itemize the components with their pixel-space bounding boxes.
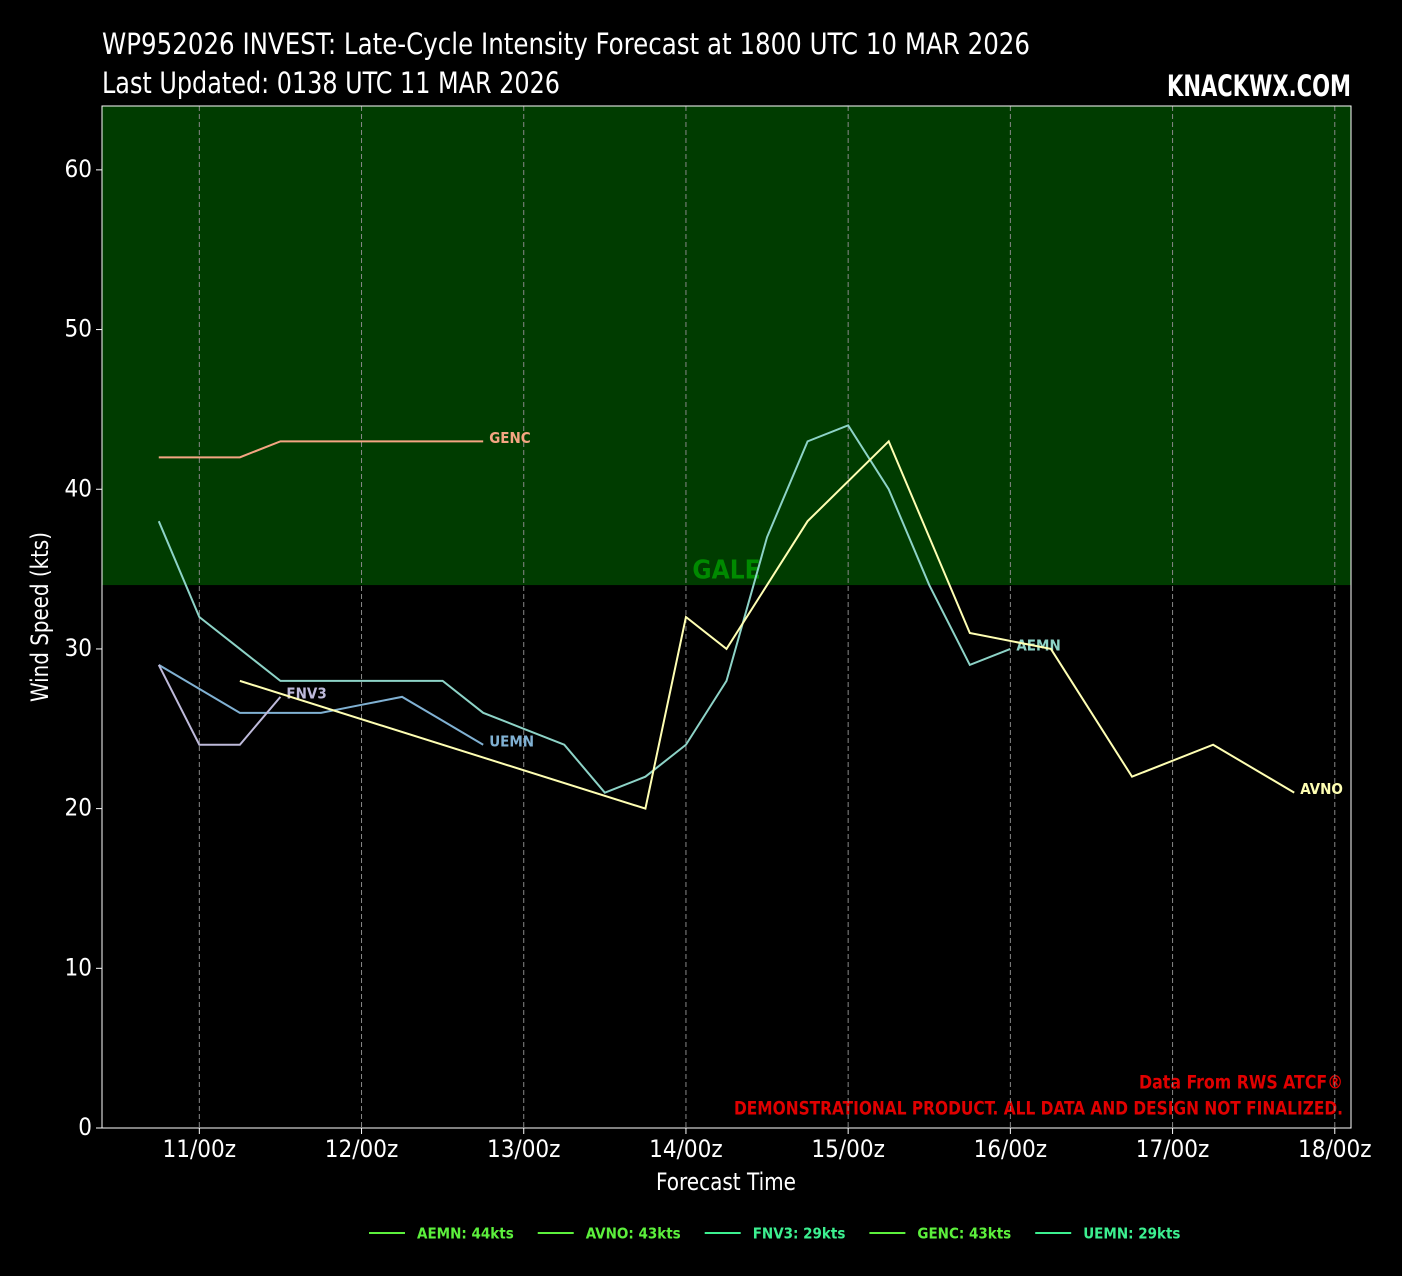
x-axis-title: Forecast Time	[656, 1168, 796, 1196]
y-tick-label: 40	[65, 474, 92, 502]
brand: KNACKWX.COM	[1167, 69, 1351, 103]
y-tick-label: 50	[65, 315, 92, 343]
series-line	[239, 439, 1295, 810]
series-end-label: UEMN	[489, 732, 534, 750]
chart-subtitle: Last Updated: 0138 UTC 11 MAR 2026	[102, 66, 560, 100]
band-label: GALE	[692, 556, 760, 586]
y-tick-label: 20	[65, 794, 92, 822]
disclaimer: DEMONSTRATIONAL PRODUCT. ALL DATA AND DE…	[734, 1098, 1343, 1120]
x-tick-label: 14/00z	[649, 1135, 723, 1163]
x-tick-label: 15/00z	[811, 1135, 885, 1163]
series-line	[158, 440, 484, 459]
series-end-label: GENC	[489, 429, 531, 447]
series-end-label: AEMN	[1016, 636, 1060, 654]
x-tick-label: 12/00z	[325, 1135, 399, 1163]
series-line	[157, 664, 282, 746]
legend-label: FNV3: 29kts	[753, 1225, 846, 1243]
x-tick-label: 11/00z	[163, 1135, 237, 1163]
band	[102, 106, 1351, 586]
y-tick-label: 30	[65, 634, 92, 662]
legend-label: AEMN: 44kts	[417, 1225, 514, 1243]
x-tick-label: 17/00z	[1136, 1135, 1210, 1163]
y-tick-label: 0	[78, 1113, 92, 1141]
series-end-label: FNV3	[286, 684, 326, 702]
chart-title: WP952026 INVEST: Late-Cycle Intensity Fo…	[102, 27, 1030, 61]
y-axis-title: Wind Speed (kts)	[26, 532, 54, 702]
legend-label: AVNO: 43kts	[586, 1225, 681, 1243]
x-tick-label: 18/00z	[1298, 1135, 1372, 1163]
legend-label: GENC: 43kts	[917, 1225, 1011, 1243]
y-tick-label: 10	[65, 953, 92, 981]
source-note: Data From RWS ATCF®	[1139, 1072, 1343, 1094]
x-tick-label: 13/00z	[487, 1135, 561, 1163]
y-tick-label: 60	[65, 155, 92, 183]
plot-frame	[101, 105, 1352, 1129]
series-line	[158, 664, 484, 746]
legend-label: UEMN: 29kts	[1083, 1225, 1180, 1243]
x-tick-label: 16/00z	[974, 1135, 1048, 1163]
series-end-label: AVNO	[1300, 780, 1343, 798]
series-line	[157, 424, 1011, 794]
